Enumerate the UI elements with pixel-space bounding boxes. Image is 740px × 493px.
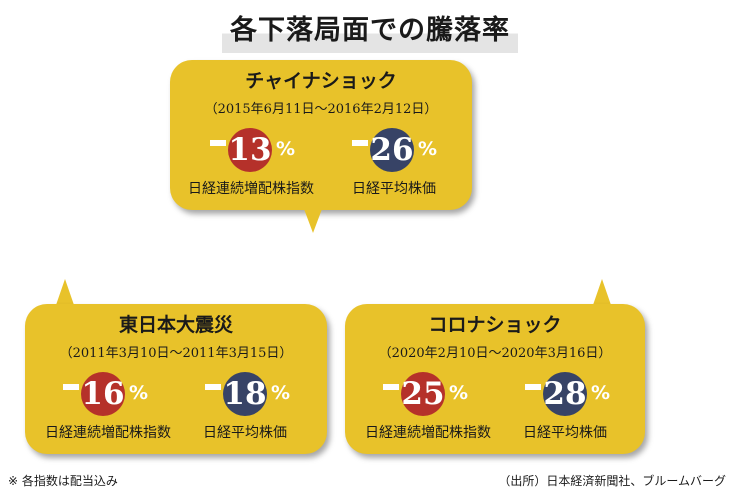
stat-nikkei-average: 18 % xyxy=(205,372,305,416)
percent-sign: % xyxy=(276,138,296,160)
value-circle: 13 xyxy=(228,128,272,172)
event-period: （2020年2月10日～2020年3月16日） xyxy=(378,346,612,361)
event-period: （2011年3月10日～2011年3月15日） xyxy=(59,346,293,361)
value-circle: 26 xyxy=(370,128,414,172)
minus-sign xyxy=(210,140,226,146)
minus-sign xyxy=(205,384,221,390)
label-nikkei-average: 日経平均株価 xyxy=(203,425,287,441)
event-name: 東日本大震災 xyxy=(118,314,233,336)
footnote: ※ 各指数は配当込み xyxy=(8,474,118,488)
percent-sign: % xyxy=(418,138,438,160)
stat-dividend-index: 25 % xyxy=(383,372,483,416)
label-dividend-index: 日経連続増配株指数 xyxy=(45,425,171,441)
earthquake-bubble: 東日本大震災 （2011年3月10日～2011年3月15日） 16 % 18 %… xyxy=(25,304,327,454)
page-title: 各下落局面での騰落率 xyxy=(0,6,740,53)
bubble-tail xyxy=(56,279,74,305)
event-name: チャイナショック xyxy=(245,70,397,92)
percent-sign: % xyxy=(449,382,469,404)
china-shock-bubble: チャイナショック （2015年6月11日～2016年2月12日） 13 % 26… xyxy=(170,60,472,210)
stat-nikkei-average: 26 % xyxy=(352,128,452,172)
value-circle: 28 xyxy=(543,372,587,416)
minus-sign xyxy=(352,140,368,146)
value-circle: 25 xyxy=(401,372,445,416)
label-dividend-index: 日経連続増配株指数 xyxy=(365,425,491,441)
stat-dividend-index: 13 % xyxy=(210,128,310,172)
minus-sign xyxy=(383,384,399,390)
label-nikkei-average: 日経平均株価 xyxy=(523,425,607,441)
source-note: （出所）日本経済新聞社、ブルームバーグ xyxy=(498,474,726,488)
event-name: コロナショック xyxy=(428,314,562,336)
minus-sign xyxy=(63,384,79,390)
value-circle: 16 xyxy=(81,372,125,416)
percent-sign: % xyxy=(129,382,149,404)
label-dividend-index: 日経連続増配株指数 xyxy=(188,181,314,197)
event-period: （2015年6月11日～2016年2月12日） xyxy=(204,102,438,117)
bubble-tail xyxy=(593,279,611,305)
label-nikkei-average: 日経平均株価 xyxy=(352,181,436,197)
corona-shock-bubble: コロナショック （2020年2月10日～2020年3月16日） 25 % 28 … xyxy=(345,304,645,454)
value-circle: 18 xyxy=(223,372,267,416)
stat-nikkei-average: 28 % xyxy=(525,372,625,416)
bubble-tail xyxy=(304,209,322,233)
percent-sign: % xyxy=(591,382,611,404)
stat-dividend-index: 16 % xyxy=(63,372,163,416)
percent-sign: % xyxy=(271,382,291,404)
minus-sign xyxy=(525,384,541,390)
page-title-text: 各下落局面での騰落率 xyxy=(222,6,518,53)
